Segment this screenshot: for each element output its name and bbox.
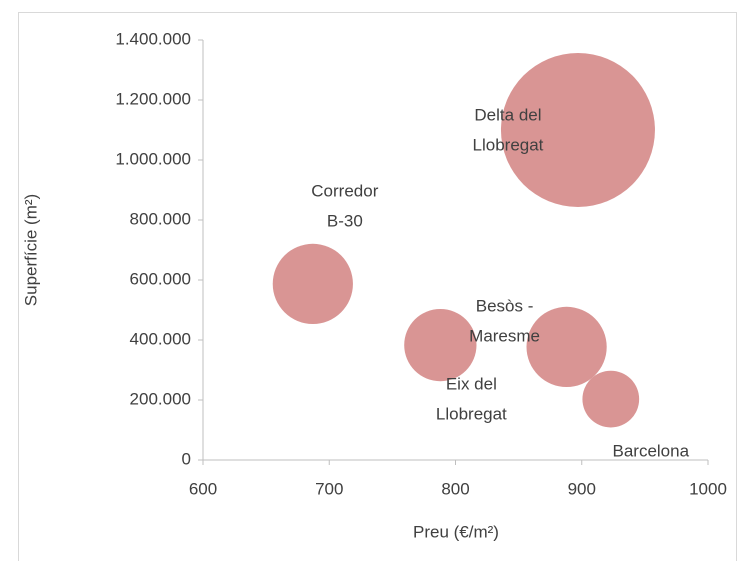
- x-tick-label: 700: [315, 479, 343, 498]
- y-tick-label: 200.000: [130, 389, 191, 408]
- bubble: [272, 243, 353, 324]
- bubble: [500, 53, 655, 207]
- y-tick-label: 1.000.000: [115, 149, 191, 168]
- y-axis-title: Superfície (m²): [21, 194, 40, 306]
- y-tick-label: 0: [182, 449, 191, 468]
- chart-frame: [18, 12, 737, 561]
- data-label: Eix del: [446, 375, 497, 394]
- data-label: Corredor: [311, 181, 378, 200]
- x-tick-label: 600: [189, 479, 217, 498]
- x-tick-label: 900: [568, 479, 596, 498]
- data-label: Delta del: [474, 105, 541, 124]
- bubble: [582, 370, 640, 428]
- data-label: B-30: [327, 211, 363, 230]
- y-tick-label: 800.000: [130, 209, 191, 228]
- y-tick-label: 1.200.000: [115, 89, 191, 108]
- data-label: Barcelona: [613, 442, 690, 461]
- y-tick-label: 1.400.000: [115, 29, 191, 48]
- data-label: Llobregat: [436, 405, 507, 424]
- x-tick-label: 800: [441, 479, 469, 498]
- y-tick-label: 600.000: [130, 269, 191, 288]
- data-label: Maresme: [469, 326, 540, 345]
- data-label: Besòs -: [476, 296, 534, 315]
- y-tick-label: 400.000: [130, 329, 191, 348]
- x-axis-title: Preu (€/m²): [413, 522, 499, 541]
- x-tick-label: 1000: [689, 479, 727, 498]
- data-label: Llobregat: [473, 135, 544, 154]
- bubble: [526, 306, 607, 387]
- bubble: [404, 308, 477, 382]
